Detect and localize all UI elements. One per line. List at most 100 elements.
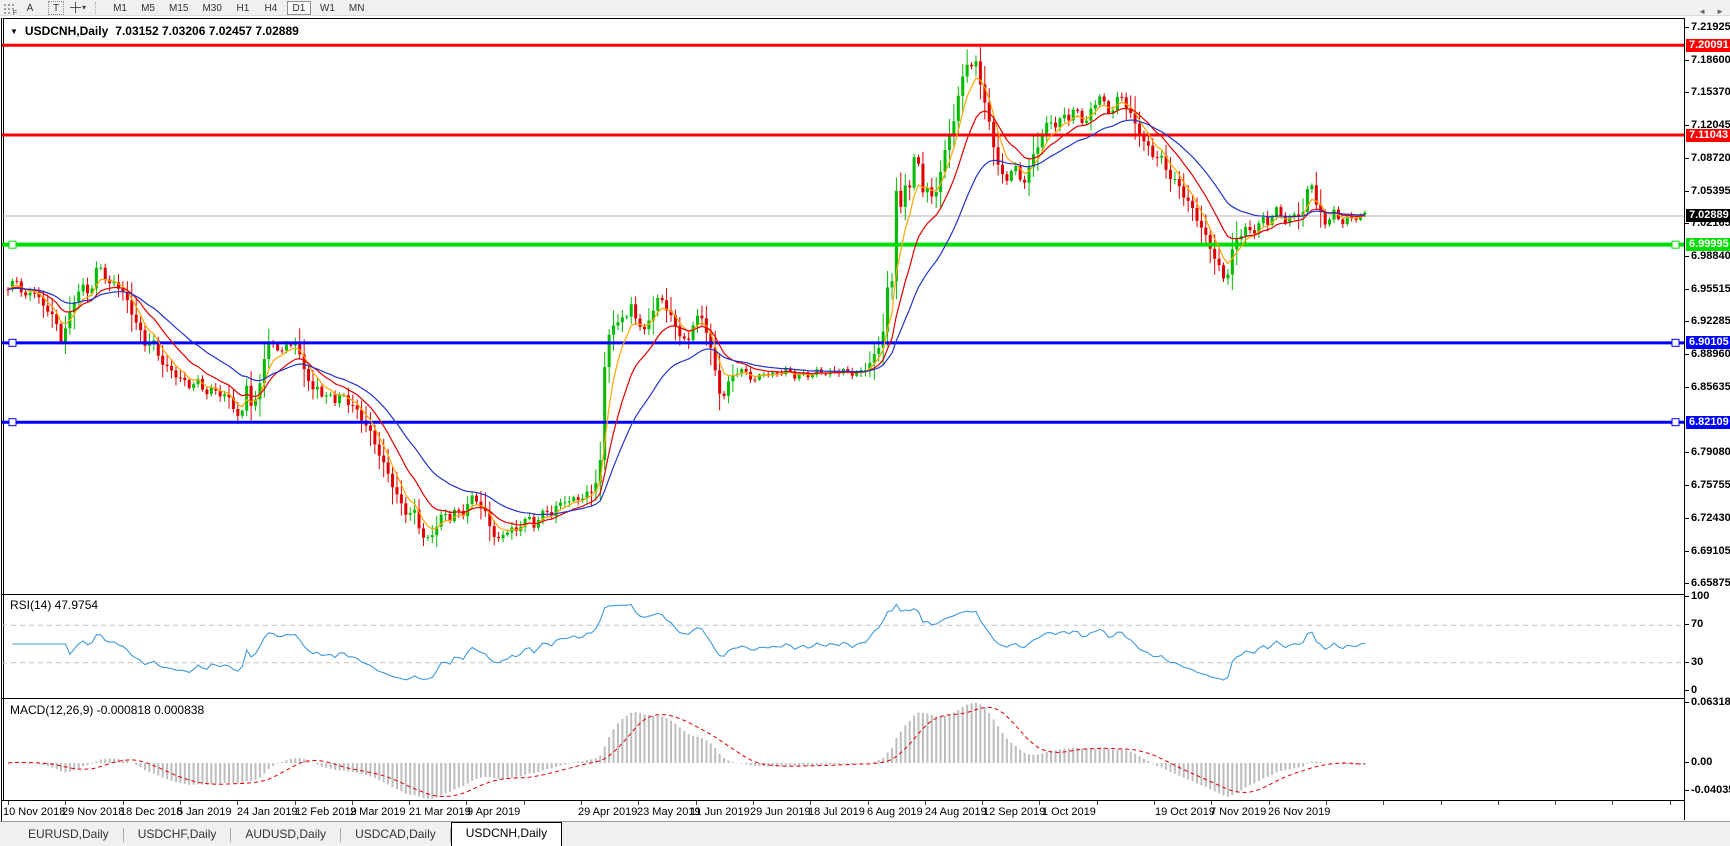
- price-tick-label: 7.08720: [1691, 152, 1730, 165]
- rsi-tick-label: 30: [1691, 655, 1704, 668]
- chart-tab-usdchf[interactable]: USDCHF,Daily: [137, 827, 217, 841]
- timeframe-m15-button[interactable]: M15: [169, 2, 189, 14]
- date-tick-mark: [638, 801, 640, 805]
- price-pane[interactable]: [2, 20, 1684, 592]
- toolbar-grip-icon[interactable]: F: [2, 1, 18, 17]
- rsi-tick-label: 70: [1691, 618, 1704, 631]
- chart-title: ▼ USDCNH,Daily 7.03152 7.03206 7.02457 7…: [10, 24, 299, 38]
- date-label: 5 Jan 2019: [177, 806, 232, 818]
- date-tick-mark: [1325, 801, 1327, 805]
- price-tick-label: 7.18600: [1691, 54, 1730, 66]
- rsi-pane[interactable]: [2, 594, 1684, 699]
- date-axis[interactable]: 10 Nov 2018 29 Nov 2018 18 Dec 2018 5 Jan 2…: [2, 800, 1684, 821]
- date-label: 18 Dec 2018: [120, 806, 183, 818]
- chart-tab-usdcnh[interactable]: USDCNH,Daily: [450, 822, 563, 846]
- crosshair-icon: [70, 2, 81, 13]
- tab-scroll-left-icon[interactable]: ◄: [1698, 7, 1707, 16]
- date-label: 19 Oct 2019: [1155, 806, 1215, 818]
- date-label: 23 May 2019: [637, 806, 701, 818]
- tab-scroll-right-icon[interactable]: ►: [1716, 7, 1724, 16]
- axis-tick-mark: [1685, 624, 1689, 626]
- axis-tick-mark: [1685, 452, 1689, 454]
- date-label: 9 Apr 2019: [467, 806, 521, 818]
- date-tick-mark: [1555, 801, 1557, 805]
- timeframe-w1-button[interactable]: W1: [319, 2, 335, 14]
- hline-price-label: 6.90105: [1686, 336, 1730, 350]
- price-tick-label: 7.21925: [1691, 21, 1730, 33]
- cursor-tool-button[interactable]: ▾: [70, 2, 86, 13]
- date-label: 6 Aug 2019: [867, 806, 923, 818]
- hline-price-label: 6.99995: [1686, 238, 1730, 252]
- axis-tick-mark: [1685, 223, 1689, 225]
- axis-tick-mark: [1685, 762, 1689, 763]
- axis-tick-mark: [1685, 125, 1689, 127]
- timeframe-m1-button[interactable]: M1: [113, 2, 127, 14]
- date-tick-mark: [122, 801, 124, 805]
- date-tick-mark: [752, 801, 754, 805]
- macd-signal-line: [7, 706, 1365, 797]
- date-label: 18 Jul 2019: [808, 806, 865, 818]
- macd-pane[interactable]: [2, 698, 1684, 801]
- tab-separator: [449, 828, 451, 842]
- date-tick-mark: [409, 801, 411, 805]
- chart-tab-usdcad[interactable]: USDCAD,Daily: [355, 827, 436, 841]
- date-tick-mark: [581, 801, 582, 805]
- timeframe-m30-button[interactable]: M30: [202, 2, 222, 14]
- current-price-label: 7.02889: [1686, 209, 1730, 223]
- axis-tick-mark: [1685, 256, 1689, 258]
- axis-tick-mark: [1685, 191, 1689, 193]
- price-tick-label: 7.05395: [1691, 185, 1730, 198]
- macd-tick-label: 0.063184: [1691, 696, 1730, 708]
- date-tick-mark: [1268, 801, 1270, 805]
- axis-tick-mark: [1685, 27, 1689, 28]
- date-label: 24 Jan 2019: [237, 806, 298, 818]
- chart-tab-audusd[interactable]: AUDUSD,Daily: [245, 827, 327, 841]
- axis-tick-mark: [1685, 790, 1689, 791]
- timeframe-h4-button[interactable]: H4: [264, 2, 278, 14]
- date-tick-mark: [179, 801, 181, 805]
- toolbar-separator: [95, 1, 99, 14]
- date-tick-mark: [1039, 801, 1041, 805]
- price-tick-label: 6.95515: [1691, 283, 1730, 296]
- date-tick-mark: [523, 801, 525, 805]
- chevron-down-icon: ▾: [82, 3, 87, 12]
- annotate-letter-button[interactable]: A: [26, 2, 34, 14]
- one-click-trading-arrow-icon[interactable]: ▼: [10, 26, 18, 36]
- chart-tab-eurusd[interactable]: EURUSD,Daily: [28, 827, 109, 841]
- date-tick-mark: [1497, 801, 1499, 805]
- price-tick-label: 6.88960: [1691, 348, 1730, 361]
- axis-tick-mark: [1685, 289, 1689, 291]
- macd-tick-label: 0.00: [1691, 756, 1713, 768]
- date-label: 12 Sep 2019: [983, 806, 1046, 818]
- date-tick-mark: [65, 801, 67, 805]
- price-axis[interactable]: 7.21925 7.18600 7.15370 7.12045 7.08720 7.053…: [1684, 18, 1730, 820]
- price-tick-label: 7.15370: [1691, 86, 1730, 99]
- chart-title-ohlc: 7.03152 7.03206 7.02457 7.02889: [115, 24, 299, 38]
- date-tick-mark: [982, 801, 984, 805]
- toolbar-grip-label: F: [11, 9, 18, 17]
- timeframe-m5-button[interactable]: M5: [141, 2, 155, 14]
- date-tick-mark: [695, 801, 697, 805]
- date-tick-mark: [8, 801, 9, 805]
- timeframe-d1-button[interactable]: D1: [286, 0, 311, 15]
- date-tick-mark: [294, 801, 296, 805]
- date-tick-mark: [1612, 801, 1614, 805]
- text-tool-button[interactable]: T: [48, 0, 64, 15]
- chart-window: [1, 18, 1730, 846]
- date-tick-mark: [237, 801, 239, 805]
- axis-tick-mark: [1685, 158, 1689, 160]
- rsi-line: [12, 603, 1365, 681]
- date-label: 2 Mar 2019: [350, 806, 406, 818]
- chart-title-symbol: USDCNH,Daily: [24, 24, 109, 38]
- timeframe-h1-button[interactable]: H1: [236, 2, 250, 14]
- date-label: 29 Nov 2018: [62, 806, 125, 818]
- date-tick-mark: [1440, 801, 1442, 805]
- axis-tick-mark: [1685, 690, 1689, 691]
- price-tick-label: 6.79080: [1691, 446, 1730, 459]
- tab-scrollers: ◄ ►: [1698, 7, 1724, 17]
- date-tick-mark: [351, 801, 353, 805]
- axis-tick-mark: [1685, 518, 1689, 520]
- date-label: 29 Jun 2019: [750, 806, 811, 818]
- timeframe-mn-button[interactable]: MN: [348, 2, 365, 14]
- axis-tick-mark: [1685, 60, 1689, 61]
